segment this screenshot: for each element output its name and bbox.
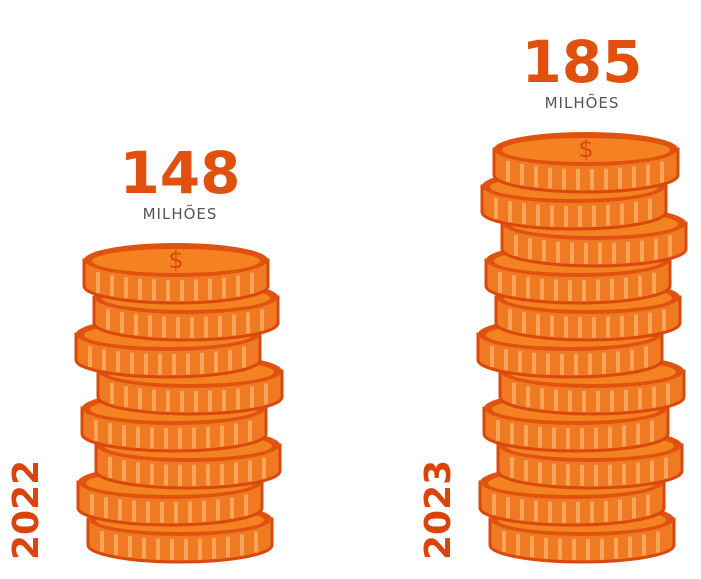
value-label: 148 bbox=[119, 139, 240, 207]
coin-symbol: $ bbox=[578, 135, 593, 163]
chart: $148MILHÕES2022$185MILHÕES2023 bbox=[0, 0, 701, 579]
coin-stack: $ bbox=[76, 243, 282, 562]
coin: $ bbox=[84, 243, 268, 303]
value-label: 185 bbox=[521, 28, 642, 96]
unit-label: MILHÕES bbox=[143, 204, 218, 223]
year-label: 2023 bbox=[418, 460, 459, 560]
unit-label: MILHÕES bbox=[545, 93, 620, 112]
year-label: 2022 bbox=[6, 460, 47, 560]
coin: $ bbox=[494, 132, 678, 192]
coin-stack: $ bbox=[478, 132, 686, 562]
coin-symbol: $ bbox=[168, 246, 183, 274]
